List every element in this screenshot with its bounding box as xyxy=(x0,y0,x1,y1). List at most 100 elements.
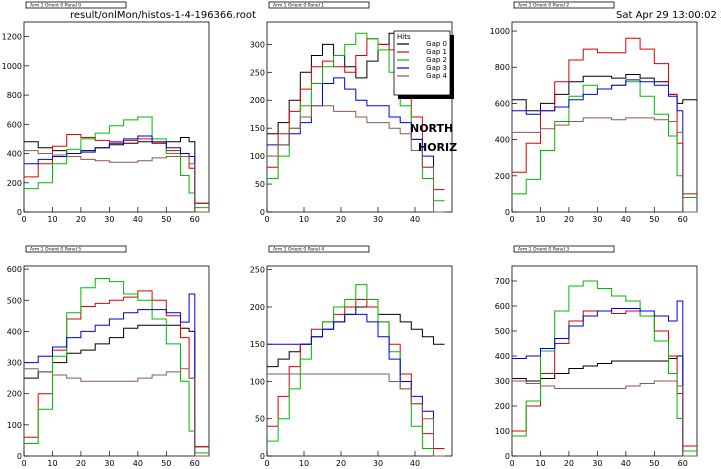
series-gap-0 xyxy=(24,324,209,448)
y-tick-label: 800 xyxy=(495,63,510,72)
panel-title-box: Arm 1 Orient 0 Panel 4 xyxy=(268,245,370,253)
x-tick-label: 30 xyxy=(373,215,383,224)
x-tick-label: 40 xyxy=(621,215,631,224)
x-tick-label: 0 xyxy=(21,459,26,468)
y-tick-label: 1000 xyxy=(490,27,510,36)
x-tick-label: 30 xyxy=(592,459,602,468)
panel-title-frame xyxy=(268,1,370,9)
panel-title-frame xyxy=(513,245,615,253)
panel-title-box: Arm 1 Orient 0 Panel 5 xyxy=(25,245,127,253)
y-tick-label: 0 xyxy=(505,208,510,217)
timestamp-label: Sat Apr 29 13:00:02 2006 xyxy=(616,10,721,21)
x-tick-label: 0 xyxy=(509,459,514,468)
histogram-panel-1: Arm 1 Orient 0 Panel 00 10 20 30 40 50 6002004… xyxy=(2,1,210,224)
plot-frame xyxy=(266,21,453,213)
x-tick-label: 0 xyxy=(264,215,269,224)
panel-title-box: Arm 1 Orient 0 Panel 3 xyxy=(513,245,615,253)
panel-title: Arm 1 Orient 0 Panel 4 xyxy=(273,247,324,253)
legend-entry: Gap 3 xyxy=(426,64,447,72)
histogram-panel-4: Arm 1 Orient 0 Panel 50 10 20 30 40 50 6001002… xyxy=(7,245,210,468)
plot-frame xyxy=(511,265,698,457)
legend-title: Hits xyxy=(397,33,411,41)
panel-title: Arm 1 Orient 0 Panel 5 xyxy=(30,247,81,253)
histogram-panel-6: Arm 1 Orient 0 Panel 30 10 20 30 40 50 6001002… xyxy=(495,245,698,468)
plot-frame xyxy=(23,21,210,213)
y-tick-label: 250 xyxy=(250,266,265,275)
series-gap-3 xyxy=(267,313,445,457)
panel-title-frame xyxy=(268,245,370,253)
x-tick-label: 60 xyxy=(190,459,200,468)
north-label: NORTH xyxy=(410,122,454,135)
plot-frame xyxy=(23,265,210,457)
series-gap-3 xyxy=(512,300,697,457)
series-gap-3 xyxy=(512,79,697,213)
series-gap-2 xyxy=(267,284,445,457)
y-tick-label: 500 xyxy=(495,327,510,336)
x-tick-label: 60 xyxy=(190,215,200,224)
x-tick-label: 40 xyxy=(133,459,143,468)
histogram-panel-3: Arm 1 Orient 0 Panel 20 10 20 30 40 50 6002004… xyxy=(490,1,698,224)
panel-title-box: Arm 1 Orient 0 Panel 1 xyxy=(268,1,370,9)
x-tick-label: 40 xyxy=(133,215,143,224)
x-tick-label: 10 xyxy=(299,459,309,468)
y-tick-label: 200 xyxy=(7,390,22,399)
y-tick-label: 600 xyxy=(7,265,22,274)
panel-title-box: Arm 1 Orient 0 Panel 2 xyxy=(513,1,615,9)
y-tick-label: 200 xyxy=(495,402,510,411)
y-tick-label: 1000 xyxy=(2,62,22,71)
x-tick-label: 10 xyxy=(535,459,545,468)
y-tick-label: 400 xyxy=(495,352,510,361)
y-tick-label: 0 xyxy=(260,452,265,461)
y-tick-label: 200 xyxy=(250,96,265,105)
horiz-label: HORIZ xyxy=(418,141,458,154)
histogram-panel-2: Arm 1 Orient 0 Panel 1 0 10 20 30 40 0 50 100 150… xyxy=(250,1,453,224)
y-tick-label: 200 xyxy=(495,172,510,181)
x-tick-label: 30 xyxy=(104,215,114,224)
x-tick-label: 50 xyxy=(161,459,171,468)
y-tick-label: 200 xyxy=(7,179,22,188)
series-gap-4 xyxy=(512,380,697,457)
series-gap-4 xyxy=(24,368,209,457)
x-tick-label: 20 xyxy=(564,215,574,224)
y-tick-label: 100 xyxy=(250,377,265,386)
y-tick-label: 0 xyxy=(17,452,22,461)
y-tick-label: 0 xyxy=(17,208,22,217)
y-tick-label: 250 xyxy=(250,68,265,77)
y-tick-label: 100 xyxy=(495,427,510,436)
y-tick-label: 0 xyxy=(260,208,265,217)
panel-title-frame xyxy=(25,245,127,253)
x-tick-label: 40 xyxy=(410,215,420,224)
legend-entry: Gap 4 xyxy=(426,72,447,80)
series-gap-2 xyxy=(24,278,209,454)
series-gap-1 xyxy=(24,290,209,448)
series-gap-2 xyxy=(512,280,697,452)
x-tick-label: 50 xyxy=(649,459,659,468)
x-tick-label: 0 xyxy=(509,215,514,224)
y-tick-label: 150 xyxy=(250,124,265,133)
y-tick-label: 50 xyxy=(255,180,265,189)
file-path-label: result/onlMon/histos-1-4-196366.root xyxy=(70,10,256,21)
y-tick-label: 300 xyxy=(495,377,510,386)
x-tick-label: 0 xyxy=(264,459,269,468)
x-tick-label: 50 xyxy=(649,215,659,224)
x-tick-label: 30 xyxy=(104,459,114,468)
y-tick-label: 500 xyxy=(7,296,22,305)
panel-title: Arm 1 Orient 0 Panel 3 xyxy=(518,247,569,253)
plot-frame xyxy=(266,265,453,457)
y-tick-label: 800 xyxy=(7,91,22,100)
panel-title: Arm 1 Orient 0 Panel 2 xyxy=(518,3,569,9)
y-tick-label: 300 xyxy=(7,359,22,368)
x-tick-label: 10 xyxy=(47,459,57,468)
x-tick-label: 10 xyxy=(535,215,545,224)
series-gap-0 xyxy=(267,306,445,368)
x-tick-label: 60 xyxy=(678,459,688,468)
panel-title-frame xyxy=(25,1,127,9)
legend-entry: Gap 0 xyxy=(426,40,447,48)
series-gap-2 xyxy=(512,81,697,198)
x-tick-label: 40 xyxy=(621,459,631,468)
series-gap-0 xyxy=(512,355,697,452)
x-tick-label: 30 xyxy=(592,215,602,224)
panel-title-frame xyxy=(513,1,615,9)
y-tick-label: 400 xyxy=(495,136,510,145)
